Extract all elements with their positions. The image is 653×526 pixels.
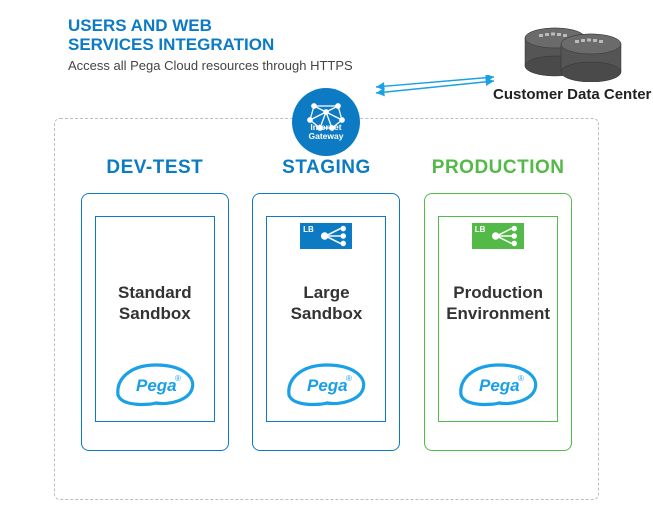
env-box-devtest: StandardSandbox xyxy=(81,193,229,451)
customer-data-center: Customer Data Center xyxy=(493,20,651,103)
internet-gateway: Internet Gateway xyxy=(292,80,360,148)
customer-data-center-label: Customer Data Center xyxy=(493,86,651,103)
header-subtitle: Access all Pega Cloud resources through … xyxy=(68,58,353,73)
header-block: USERS AND WEB SERVICES INTEGRATION Acces… xyxy=(68,17,353,73)
load-balancer-badge: LB xyxy=(472,223,524,249)
header-title-line1: USERS AND WEB xyxy=(68,17,353,36)
lb-label: LB xyxy=(303,225,314,234)
pega-logo-icon xyxy=(112,355,198,411)
env-column-staging: STAGING LB LargeSandbox xyxy=(246,157,406,471)
sandbox-title: StandardSandbox xyxy=(118,282,192,325)
bidirectional-arrow-icon xyxy=(370,75,500,105)
lb-label: LB xyxy=(475,225,486,234)
sandbox-title: LargeSandbox xyxy=(291,282,363,325)
env-box-staging: LB LargeSandbox xyxy=(252,193,400,451)
env-heading-devtest: DEV-TEST xyxy=(75,157,235,179)
sandbox-inner-devtest: StandardSandbox xyxy=(95,216,215,422)
environments-container: DEV-TEST StandardSandbox STAGING LB LargeSan… xyxy=(54,118,599,500)
load-balancer-icon xyxy=(316,223,350,249)
load-balancer-badge: LB xyxy=(300,223,352,249)
pega-logo-icon xyxy=(455,355,541,411)
sandbox-title: ProductionEnvironment xyxy=(446,282,550,325)
sandbox-inner-production: LB ProductionEnvironment xyxy=(438,216,558,422)
sandbox-inner-staging: LB LargeSandbox xyxy=(266,216,386,422)
env-box-production: LB ProductionEnvironment xyxy=(424,193,572,451)
header-title-line2: SERVICES INTEGRATION xyxy=(68,36,353,55)
load-balancer-icon xyxy=(487,223,521,249)
header-title: USERS AND WEB SERVICES INTEGRATION xyxy=(68,17,353,54)
env-column-production: PRODUCTION LB ProductionEnvironment xyxy=(418,157,578,471)
datacenter-icon xyxy=(517,20,627,82)
env-heading-staging: STAGING xyxy=(246,157,406,179)
pega-logo-icon xyxy=(283,355,369,411)
env-column-devtest: DEV-TEST StandardSandbox xyxy=(75,157,235,471)
env-heading-production: PRODUCTION xyxy=(418,157,578,179)
gateway-label: Internet Gateway xyxy=(309,123,344,140)
